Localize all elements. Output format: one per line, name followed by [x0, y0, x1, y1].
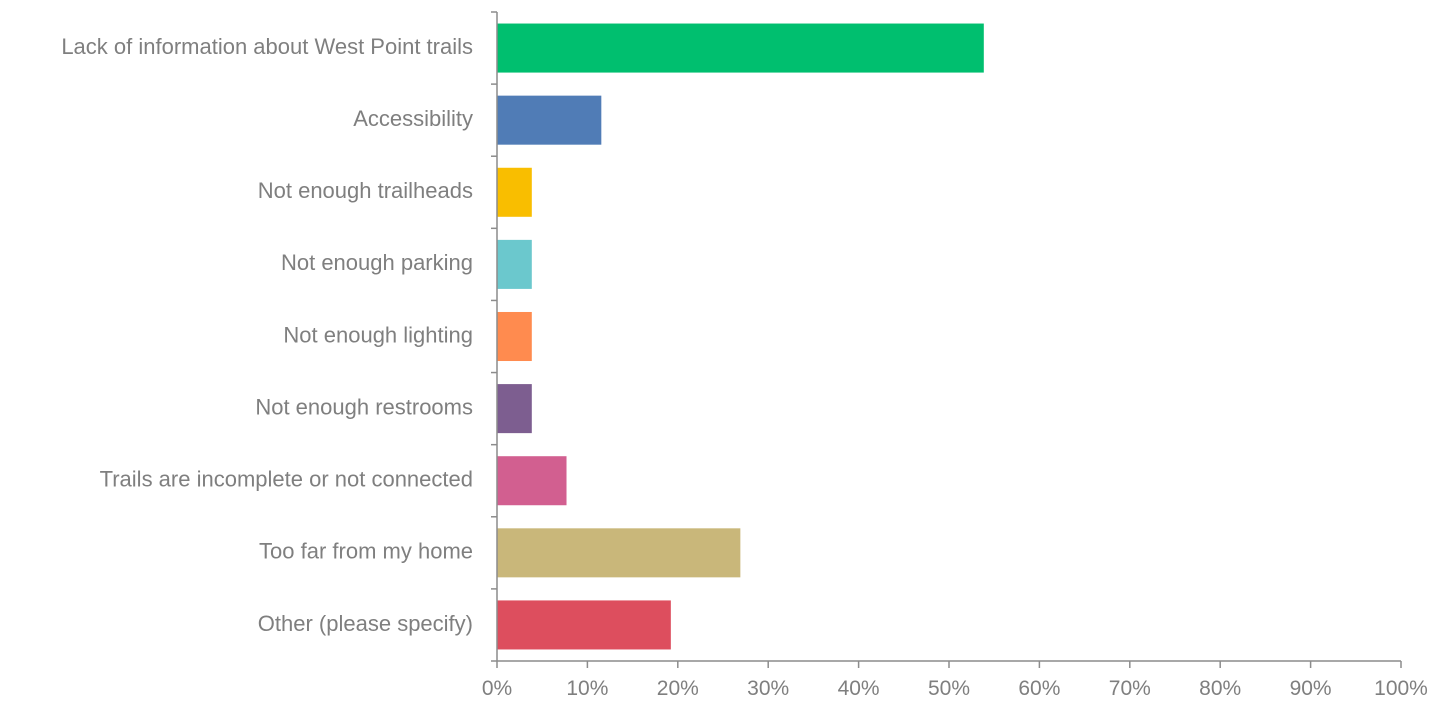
category-labels-group: Lack of information about West Point tra… [61, 34, 473, 636]
x-tick-label: 80% [1199, 677, 1241, 700]
bars-group [497, 23, 984, 650]
x-tick-label: 60% [1018, 677, 1060, 700]
x-tick-label: 70% [1109, 677, 1151, 700]
category-label: Not enough lighting [283, 322, 473, 347]
x-tick-labels-group: 0% 10% 20% 30% 40% 50% 60% 70% 80% 90% 100% [482, 677, 1428, 700]
bar-5 [497, 311, 532, 362]
category-label: Trails are incomplete or not connected [100, 467, 473, 492]
bar-8 [497, 528, 741, 578]
x-tick-label: 30% [747, 677, 789, 700]
axes-group [491, 11, 1402, 668]
x-tick-label: 100% [1374, 677, 1428, 700]
bar-2 [497, 95, 602, 145]
bar-7 [497, 456, 567, 506]
x-tick-label: 10% [566, 677, 608, 700]
x-tick-label: 20% [657, 677, 699, 700]
bar-4 [497, 239, 532, 289]
x-tick-label: 40% [838, 677, 880, 700]
x-tick-label: 0% [482, 677, 512, 700]
category-label: Other (please specify) [258, 611, 473, 636]
category-label: Not enough trailheads [258, 178, 473, 203]
bar-9 [497, 600, 671, 650]
category-label: Not enough restrooms [255, 394, 473, 419]
bar-3 [497, 167, 532, 217]
category-label: Lack of information about West Point tra… [61, 34, 473, 59]
bar-1 [497, 23, 984, 73]
category-label: Too far from my home [259, 539, 473, 564]
category-label: Accessibility [353, 106, 473, 131]
bar-6 [497, 384, 532, 434]
x-tick-label: 90% [1290, 677, 1332, 700]
category-label: Not enough parking [281, 250, 473, 275]
x-tick-label: 50% [928, 677, 970, 700]
